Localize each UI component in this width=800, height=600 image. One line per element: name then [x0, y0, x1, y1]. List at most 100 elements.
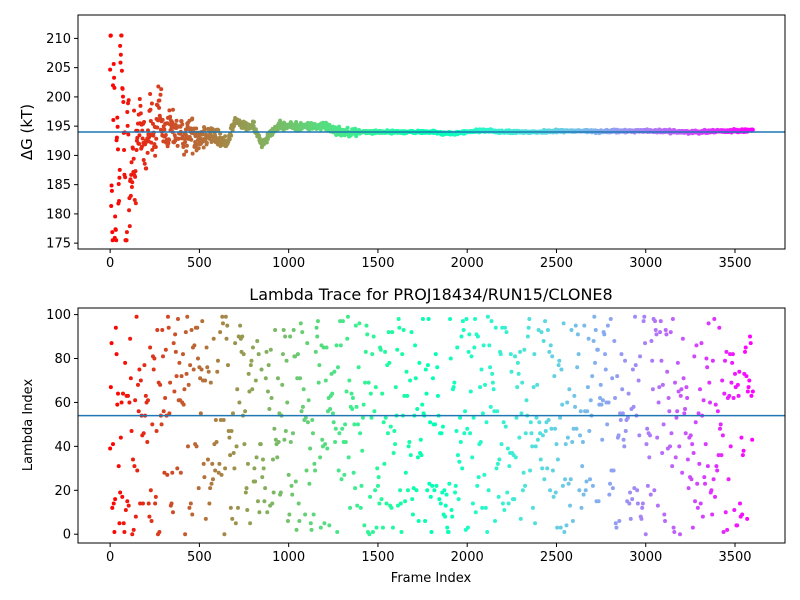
lambda-point — [358, 505, 363, 510]
lambda-point — [628, 490, 633, 495]
lambda-point — [418, 437, 423, 442]
lambda-point — [403, 499, 408, 504]
lambda-point — [744, 374, 749, 379]
delta-g-y-ticks: 175 180 185 190 195 200 205 210 — [46, 32, 78, 252]
lambda-point — [577, 488, 582, 493]
lambda-point — [340, 426, 345, 431]
lambda-point — [711, 477, 716, 482]
lambda-point — [248, 363, 253, 368]
lambda-x-ticks: 0 500 1000 1500 2000 2500 3000 3500 — [106, 543, 752, 565]
lambda-point — [369, 415, 374, 420]
delta-g-point — [162, 127, 167, 132]
lambda-point — [390, 330, 395, 335]
lambda-point — [298, 321, 303, 326]
lambda-point — [113, 497, 118, 502]
lambda-point — [645, 483, 650, 488]
delta-g-point — [129, 160, 134, 165]
lambda-point — [472, 345, 477, 350]
lambda-point — [113, 325, 118, 330]
lambda-point — [537, 420, 542, 425]
lambda-point — [265, 510, 270, 515]
lambda-point — [310, 418, 315, 423]
lambda-point — [383, 349, 388, 354]
delta-g-point — [128, 177, 133, 182]
lambda-point — [502, 508, 507, 513]
lambda-point — [420, 402, 425, 407]
lambda-point — [645, 426, 650, 431]
lambda-point — [460, 466, 465, 471]
lambda-point — [257, 510, 262, 515]
lambda-point — [716, 453, 721, 458]
lambda-point — [644, 442, 649, 447]
lambda-point — [397, 325, 402, 330]
lambda-point — [598, 396, 603, 401]
lambda-point — [727, 393, 732, 398]
lambda-point — [563, 442, 568, 447]
lambda-point — [213, 418, 218, 423]
lambda-point — [746, 385, 751, 390]
lambda-point — [713, 494, 718, 499]
lambda-point — [493, 325, 498, 330]
lambda-point — [218, 418, 223, 423]
lambda-point — [516, 371, 521, 376]
lambda-point — [313, 349, 318, 354]
lambda-point — [110, 505, 115, 510]
lambda-point — [293, 479, 298, 484]
delta-g-point — [131, 156, 136, 161]
lambda-point — [146, 501, 151, 506]
lambda-point — [185, 314, 190, 319]
delta-g-point — [190, 116, 195, 121]
lambda-point — [478, 439, 483, 444]
lambda-point — [220, 314, 225, 319]
lambda-point — [681, 376, 686, 381]
lambda-point — [168, 380, 173, 385]
lambda-point — [501, 420, 506, 425]
lambda-point — [438, 501, 443, 506]
lambda-point — [285, 400, 290, 405]
delta-g-point — [145, 150, 150, 155]
lambda-point — [435, 365, 440, 370]
lambda-point — [666, 396, 671, 401]
lambda-point — [273, 437, 278, 442]
lambda-point — [376, 475, 381, 480]
lambda-point — [494, 466, 499, 471]
lambda-point — [295, 376, 300, 381]
lambda-point — [163, 347, 168, 352]
lambda-point — [729, 380, 734, 385]
lambda-point — [323, 442, 328, 447]
lambda-point — [378, 347, 383, 352]
lambda-point — [268, 347, 273, 352]
lambda-point — [517, 435, 522, 440]
lambda-point — [221, 418, 226, 423]
lambda-point — [561, 321, 566, 326]
lambda-point — [695, 481, 700, 486]
lambda-point — [635, 488, 640, 493]
lambda-point — [373, 385, 378, 390]
lambda-point — [345, 336, 350, 341]
lambda-point — [238, 323, 243, 328]
lambda-point — [664, 332, 669, 337]
lambda-point — [269, 396, 274, 401]
lambda-point — [206, 369, 211, 374]
lambda-point — [403, 470, 408, 475]
lambda-point — [469, 354, 474, 359]
y-tick-label: 185 — [46, 178, 71, 193]
lambda-point — [112, 530, 117, 535]
lambda-point — [571, 426, 576, 431]
delta-g-point — [183, 140, 188, 145]
lambda-point — [650, 358, 655, 363]
lambda-point — [228, 453, 233, 458]
x-tick-label: 2000 — [451, 550, 484, 565]
lambda-point — [430, 376, 435, 381]
lambda-point — [310, 431, 315, 436]
lambda-point — [181, 402, 186, 407]
lambda-point — [588, 477, 593, 482]
delta-g-point — [111, 62, 116, 67]
lambda-point — [258, 442, 263, 447]
lambda-point — [630, 497, 635, 502]
delta-g-point — [118, 52, 123, 57]
lambda-point — [294, 527, 299, 532]
lambda-point — [286, 472, 291, 477]
lambda-point — [323, 378, 328, 383]
lambda-point — [709, 488, 714, 493]
